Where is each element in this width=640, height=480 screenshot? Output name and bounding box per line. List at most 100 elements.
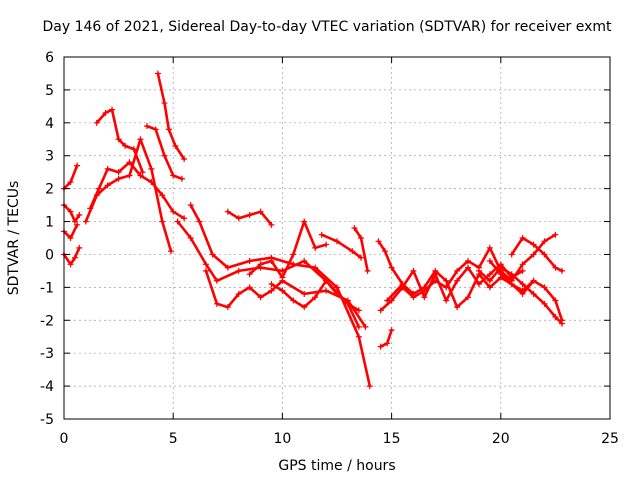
data-point-marker xyxy=(334,284,340,291)
data-point-marker xyxy=(519,281,526,288)
plot-frame xyxy=(63,56,611,420)
data-point-marker xyxy=(377,307,384,314)
data-point-marker xyxy=(454,304,461,311)
data-point-marker xyxy=(170,172,177,179)
data-point-marker xyxy=(443,297,450,304)
y-tick-label: 1 xyxy=(45,215,54,231)
data-point-marker xyxy=(552,313,559,320)
data-point-marker xyxy=(541,251,548,258)
data-point-marker xyxy=(541,300,548,307)
data-point-marker xyxy=(421,287,428,294)
data-point-marker xyxy=(95,185,102,192)
series-arc-d xyxy=(62,246,81,266)
series-arc-w xyxy=(477,266,564,325)
data-point-marker xyxy=(519,261,526,268)
data-point-marker xyxy=(355,323,362,330)
grid-lines xyxy=(64,57,610,419)
data-point-marker xyxy=(67,179,74,186)
data-point-marker xyxy=(375,238,382,245)
data-point-marker xyxy=(384,340,391,347)
series-arc-x xyxy=(488,259,564,322)
data-point-marker xyxy=(115,175,122,182)
series-arc-a xyxy=(62,164,79,190)
data-point-marker xyxy=(364,267,371,274)
data-point-marker xyxy=(246,258,253,265)
data-point-marker xyxy=(312,294,319,301)
series-arc-r xyxy=(377,240,404,286)
data-point-marker xyxy=(115,136,122,143)
data-point-marker xyxy=(87,205,94,212)
data-point-marker xyxy=(109,106,116,113)
data-point-marker xyxy=(172,142,179,149)
data-point-marker xyxy=(268,221,275,228)
data-point-marker xyxy=(126,172,133,179)
data-point-marker xyxy=(290,251,297,258)
data-point-marker xyxy=(558,317,565,324)
data-point-marker xyxy=(115,169,122,176)
data-point-marker xyxy=(530,241,537,248)
x-tick-label: 5 xyxy=(169,431,178,447)
series-arc-k xyxy=(189,203,372,388)
data-point-marker xyxy=(246,271,253,278)
x-tick-label: 25 xyxy=(601,431,619,447)
data-point-marker xyxy=(104,182,111,189)
data-point-marker xyxy=(301,290,308,297)
data-point-marker xyxy=(301,304,308,311)
data-point-marker xyxy=(301,218,308,225)
data-point-marker xyxy=(312,264,319,271)
data-point-marker xyxy=(257,261,264,268)
data-point-marker xyxy=(519,235,526,241)
x-tick-label: 10 xyxy=(273,431,291,447)
data-point-marker xyxy=(443,284,450,291)
data-point-marker xyxy=(67,261,74,268)
data-point-marker xyxy=(377,343,384,350)
data-point-marker xyxy=(301,258,308,265)
data-point-marker xyxy=(213,300,220,307)
data-point-marker xyxy=(224,208,231,215)
data-point-marker xyxy=(268,281,275,288)
data-point-marker xyxy=(355,307,362,314)
y-tick-label: 3 xyxy=(45,149,54,165)
data-point-marker xyxy=(382,248,389,255)
data-point-marker xyxy=(465,294,472,301)
data-point-marker xyxy=(71,218,78,225)
series-arc-g xyxy=(95,108,144,174)
y-axis-label: SDTVAR / TECUs xyxy=(6,181,22,296)
data-point-marker xyxy=(104,165,111,172)
data-point-marker xyxy=(558,267,565,274)
data-point-marker xyxy=(323,277,330,284)
data-point-marker xyxy=(174,218,181,225)
data-point-marker xyxy=(290,297,297,304)
data-point-marker xyxy=(334,290,340,297)
data-point-marker xyxy=(279,274,286,281)
data-point-marker xyxy=(358,254,365,261)
data-point-marker xyxy=(486,277,493,284)
y-tick-label: 6 xyxy=(45,50,54,66)
data-point-marker xyxy=(432,267,439,274)
data-point-marker xyxy=(388,264,395,271)
data-point-marker xyxy=(486,258,493,265)
data-point-marker xyxy=(161,152,168,159)
series-arc-b xyxy=(62,203,81,223)
data-point-marker xyxy=(181,156,188,163)
data-point-marker xyxy=(159,218,166,225)
data-point-marker xyxy=(187,202,194,209)
data-point-marker xyxy=(454,277,461,284)
data-point-marker xyxy=(154,70,161,77)
data-point-marker xyxy=(410,294,417,301)
series-arc-q xyxy=(353,226,369,273)
data-point-marker xyxy=(181,215,188,222)
data-point-marker xyxy=(71,254,78,261)
data-point-marker xyxy=(152,126,159,133)
data-point-marker xyxy=(552,297,559,304)
data-point-marker xyxy=(358,235,365,241)
data-point-marker xyxy=(344,300,351,307)
data-point-marker xyxy=(355,333,362,340)
data-point-marker xyxy=(82,218,89,225)
data-point-marker xyxy=(530,251,537,258)
series-arc-s xyxy=(379,328,393,348)
data-point-marker xyxy=(475,281,482,288)
data-point-marker xyxy=(508,251,515,258)
data-point-marker xyxy=(497,264,504,271)
data-point-marker xyxy=(323,287,330,294)
